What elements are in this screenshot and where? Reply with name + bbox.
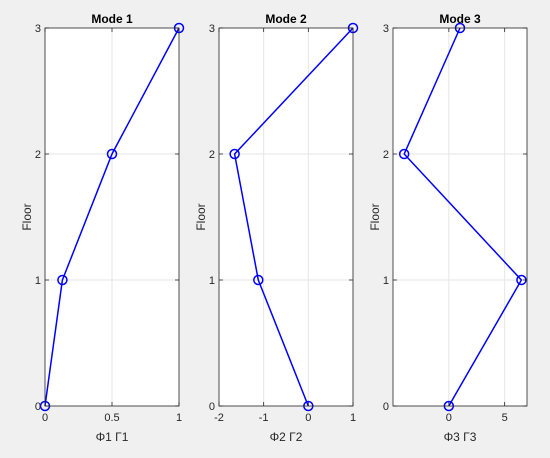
tick-marks	[393, 27, 527, 407]
y-tick-label: 1	[383, 275, 389, 287]
data-point	[253, 274, 264, 286]
y-tick-labels: 0 1 2 3	[35, 23, 41, 413]
chart-title: Mode 3	[439, 12, 481, 26]
y-tick-label: 2	[383, 149, 389, 161]
y-tick-label: 2	[209, 149, 215, 161]
y-axis-label: Floor	[20, 203, 34, 230]
x-tick-label: 0	[446, 412, 452, 424]
y-tick-label: 1	[35, 275, 41, 287]
x-tick-label: 1	[176, 412, 182, 424]
x-tick-label: 0.5	[104, 412, 119, 424]
x-axis-label: Φ2 Γ2	[270, 430, 303, 444]
y-tick-labels: 0 1 2 3	[383, 23, 389, 413]
data-point	[229, 148, 240, 160]
series-line	[233, 27, 354, 407]
y-tick-label: 0	[209, 401, 215, 413]
data-point	[398, 148, 410, 160]
tick-marks	[218, 27, 354, 407]
y-tick-label: 3	[383, 23, 389, 35]
series-line	[44, 27, 180, 407]
chart-title: Mode 1	[91, 12, 133, 26]
chart-title: Mode 2	[265, 12, 307, 26]
x-axis-label: Φ3 Γ3	[444, 430, 477, 444]
x-tick-label: 5	[502, 412, 508, 424]
y-tick-label: 2	[35, 149, 41, 161]
data-point	[57, 274, 68, 286]
x-tick-label: -1	[259, 412, 269, 424]
axes-background	[393, 28, 527, 406]
y-tick-label: 0	[383, 401, 389, 413]
x-tick-label: -2	[214, 412, 224, 424]
x-tick-labels: -2 -1 0 1	[214, 412, 356, 424]
y-tick-label: 0	[35, 401, 41, 413]
series-line	[403, 27, 523, 407]
x-tick-label: 1	[350, 412, 356, 424]
x-tick-labels: 0 0.5 1	[42, 412, 182, 424]
axes-box	[392, 27, 528, 407]
data-point	[106, 148, 118, 160]
y-tick-labels: 0 1 2 3	[209, 23, 215, 413]
x-tick-label: 0	[42, 412, 48, 424]
axes-background	[219, 28, 353, 406]
subplot-mode-2: -2 -1 0 1 0 1 2 3 Mode 2 Φ2 Γ2 Floor	[194, 12, 359, 444]
y-tick-label: 1	[209, 275, 215, 287]
axes-box	[218, 27, 354, 407]
y-tick-label: 3	[209, 23, 215, 35]
y-axis-label: Floor	[194, 203, 208, 230]
x-axis-label: Φ1 Γ1	[96, 430, 129, 444]
y-tick-label: 3	[35, 23, 41, 35]
y-axis-label: Floor	[368, 203, 382, 230]
x-tick-label: 0	[305, 412, 311, 424]
tick-marks	[44, 27, 180, 407]
